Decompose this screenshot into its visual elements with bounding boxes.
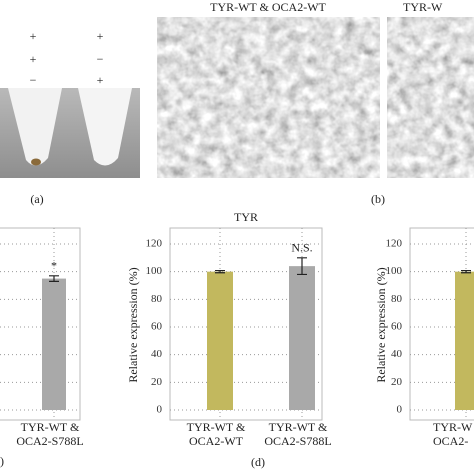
bar-annotation: * [51,259,57,273]
bar [289,266,315,410]
x-tick-label: TYR-WT & [21,420,80,434]
y-tick-label: 20 [391,376,403,388]
y-tick-label: 100 [146,265,163,277]
bar [207,271,233,410]
sign: − [30,73,37,87]
tube [78,88,132,166]
sign: + [30,52,37,66]
x-tick-label: TYR-WT & [187,420,246,434]
y-tick-label: 120 [146,238,163,250]
microscope-image [157,17,380,178]
image-title: TYR-WT & OCA2-WT [210,0,326,14]
y-tick-label: 40 [391,348,403,360]
sign: + [97,73,104,87]
y-tick-label: 60 [151,321,163,333]
y-tick-label: 80 [391,293,403,305]
x-tick-label: OCA2-S788L [264,434,331,448]
error-bar [215,269,225,274]
y-tick-label: 100 [386,265,403,277]
tube [8,88,62,166]
y-tick-label: 120 [386,238,403,250]
sign: + [97,29,104,43]
plot-box [0,227,81,421]
x-tick-label: OCA2-S788L [16,434,83,448]
panel-label: (a) [30,192,43,206]
bar-annotation: N.S. [291,241,312,255]
error-bar [49,275,59,282]
y-tick-label: 80 [151,293,163,305]
sign: − [97,52,104,66]
sign: + [30,29,37,43]
bar [42,278,66,410]
y-tick-label: 40 [151,348,163,360]
image-title: TYR-W [403,0,443,14]
y-tick-label: 60 [391,321,403,333]
plot-box [169,227,323,421]
bar [455,271,474,410]
x-tick-label: OCA2-WT [189,434,244,448]
pellet [31,158,41,166]
y-tick-label: 0 [397,404,403,416]
y-axis-label: Relative expression (%) [374,267,388,382]
plot-box [409,227,474,421]
error-bar [297,257,307,276]
error-bar [461,269,471,274]
y-tick-label: 0 [157,404,163,416]
y-axis-label: Relative expression (%) [126,267,140,382]
panel-label: (d) [251,455,265,469]
panel-label: ) [0,454,4,468]
chart-title: TYR [234,210,258,224]
x-tick-label: TYR-WT & [269,420,328,434]
y-tick-label: 20 [151,376,163,388]
x-tick-label: OCA2- [433,434,468,448]
microscope-image [387,17,474,178]
x-tick-label: TYR-W [433,420,473,434]
panel-label: (b) [371,192,385,206]
